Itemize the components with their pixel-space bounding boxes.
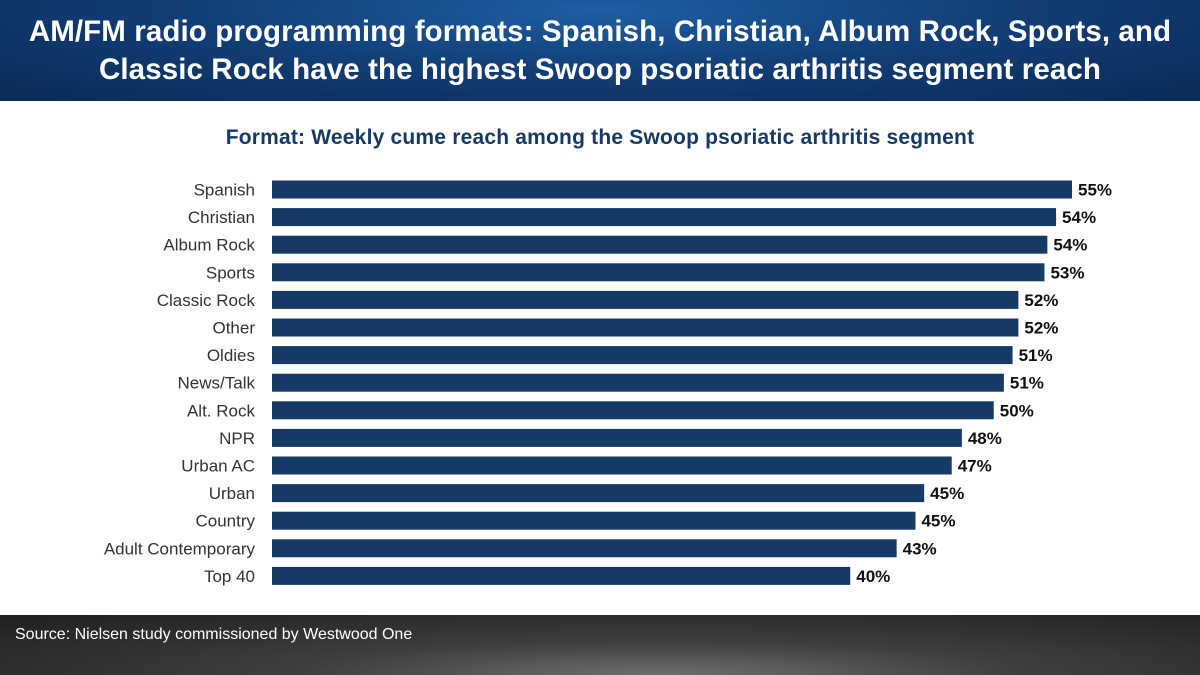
bar-urban — [272, 484, 925, 503]
value-label-country: 45% — [921, 512, 955, 531]
bar-adult-contemporary — [272, 539, 897, 558]
category-label-top-40: Top 40 — [204, 567, 255, 586]
value-label-sports: 53% — [1050, 263, 1084, 282]
value-label-alt-rock: 50% — [1000, 401, 1034, 420]
source-note: Source: Nielsen study commissioned by We… — [15, 626, 413, 643]
value-label-top-40: 40% — [856, 567, 890, 586]
value-label-album-rock: 54% — [1053, 236, 1087, 255]
category-label-christian: Christian — [188, 208, 255, 227]
bar-sports — [272, 263, 1045, 282]
value-label-classic-rock: 52% — [1024, 291, 1058, 310]
category-label-spanish: Spanish — [194, 181, 255, 200]
value-label-urban-ac: 47% — [958, 457, 992, 476]
category-label-other: Other — [212, 319, 255, 338]
bar-npr — [272, 428, 962, 447]
header-banner: AM/FM radio programming formats: Spanish… — [0, 0, 1200, 101]
page-title: AM/FM radio programming formats: Spanish… — [28, 14, 1172, 86]
bar-alt-rock — [272, 401, 994, 420]
category-label-country: Country — [195, 512, 255, 531]
bar-christian — [272, 208, 1057, 227]
footer-bar: Source: Nielsen study commissioned by We… — [0, 615, 1200, 675]
category-label-adult-contemporary: Adult Contemporary — [104, 539, 256, 558]
value-label-npr: 48% — [968, 429, 1002, 448]
bar-classic-rock — [272, 290, 1019, 309]
chart-title: Format: Weekly cume reach among the Swoo… — [225, 126, 975, 149]
value-label-adult-contemporary: 43% — [903, 539, 937, 558]
category-label-npr: NPR — [219, 429, 255, 448]
category-label-album-rock: Album Rock — [163, 236, 255, 255]
category-label-classic-rock: Classic Rock — [157, 291, 256, 310]
category-label-sports: Sports — [206, 263, 255, 282]
bar-spanish — [272, 180, 1072, 199]
bar-other — [272, 318, 1019, 337]
value-label-other: 52% — [1024, 319, 1058, 338]
bar-album-rock — [272, 235, 1048, 254]
value-label-urban: 45% — [930, 484, 964, 503]
value-label-oldies: 51% — [1019, 346, 1053, 365]
value-label-news-talk: 51% — [1010, 374, 1044, 393]
bar-oldies — [272, 346, 1013, 365]
category-label-news-talk: News/Talk — [178, 374, 256, 393]
category-label-urban: Urban — [209, 484, 255, 503]
bar-top-40 — [272, 566, 851, 585]
bar-news-talk — [272, 373, 1004, 392]
value-label-spanish: 55% — [1078, 181, 1112, 200]
category-label-urban-ac: Urban AC — [181, 457, 255, 476]
value-label-christian: 54% — [1062, 208, 1096, 227]
bar-urban-ac — [272, 456, 952, 475]
bar-chart: Spanish 55% Christian 54% Album Rock 54% Sport… — [104, 180, 1112, 586]
category-label-oldies: Oldies — [207, 346, 255, 365]
bar-country — [272, 511, 916, 530]
category-label-alt-rock: Alt. Rock — [187, 401, 256, 420]
